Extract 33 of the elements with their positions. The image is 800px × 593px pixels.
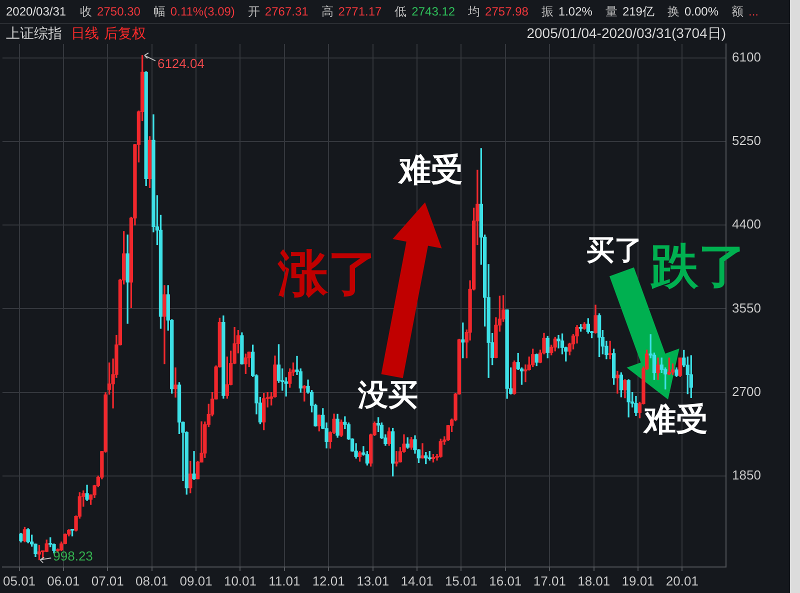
- x-tick-label: 13.01: [356, 573, 390, 588]
- annotation: 6124.04: [157, 56, 204, 71]
- y-tick-label: 2700: [732, 384, 761, 399]
- y-tick-label: 6100: [732, 49, 761, 64]
- x-tick-label: 08.01: [136, 573, 168, 588]
- x-tick-label: 15.01: [444, 573, 478, 588]
- x-tick-label: 10.01: [224, 573, 257, 588]
- annotation: 涨了: [277, 246, 378, 302]
- y-tick-label: 4400: [732, 216, 761, 232]
- x-tick-label: 12.01: [312, 573, 345, 588]
- text: 2005/01/04-2020/03/31(3704日): [526, 24, 726, 41]
- x-tick-label: 09.01: [180, 573, 212, 588]
- annotation: 难受: [642, 400, 708, 437]
- annotation: 买了: [586, 235, 643, 266]
- x-tick-label: 11.01: [268, 573, 300, 588]
- x-tick-label: 07.01: [91, 573, 124, 588]
- annotation: 跌了: [650, 240, 747, 294]
- x-tick-label: 16.01: [489, 573, 522, 588]
- x-tick-label: 18.01: [578, 573, 610, 588]
- chart-title: 2020/03/31 收 2750.30 幅 0.11%(3.09) 开 2767.31 高 2771.17 低 2743.12 均 2757.98 振 1.02% 量 219亿 换 0.00% 额 ...: [6, 4, 759, 18]
- x-tick-label: 19.01: [622, 573, 654, 588]
- x-tick-label: 17.01: [533, 573, 566, 588]
- x-tick-label: 14.01: [400, 573, 434, 588]
- x-tick-label: 05.01: [2, 573, 36, 588]
- annotation: 难受: [396, 151, 463, 188]
- y-tick-label: 5250: [732, 132, 761, 148]
- y-tick-label: 3550: [732, 300, 761, 316]
- x-tick-label: 20.01: [666, 573, 698, 588]
- chart-subtitle: 上证综指 日线 后复权: [6, 24, 146, 41]
- y-tick-label: 1850: [732, 468, 761, 483]
- annotation: 没买: [357, 378, 418, 412]
- x-tick-label: 06.01: [47, 573, 80, 588]
- annotation: 998.23: [53, 548, 93, 564]
